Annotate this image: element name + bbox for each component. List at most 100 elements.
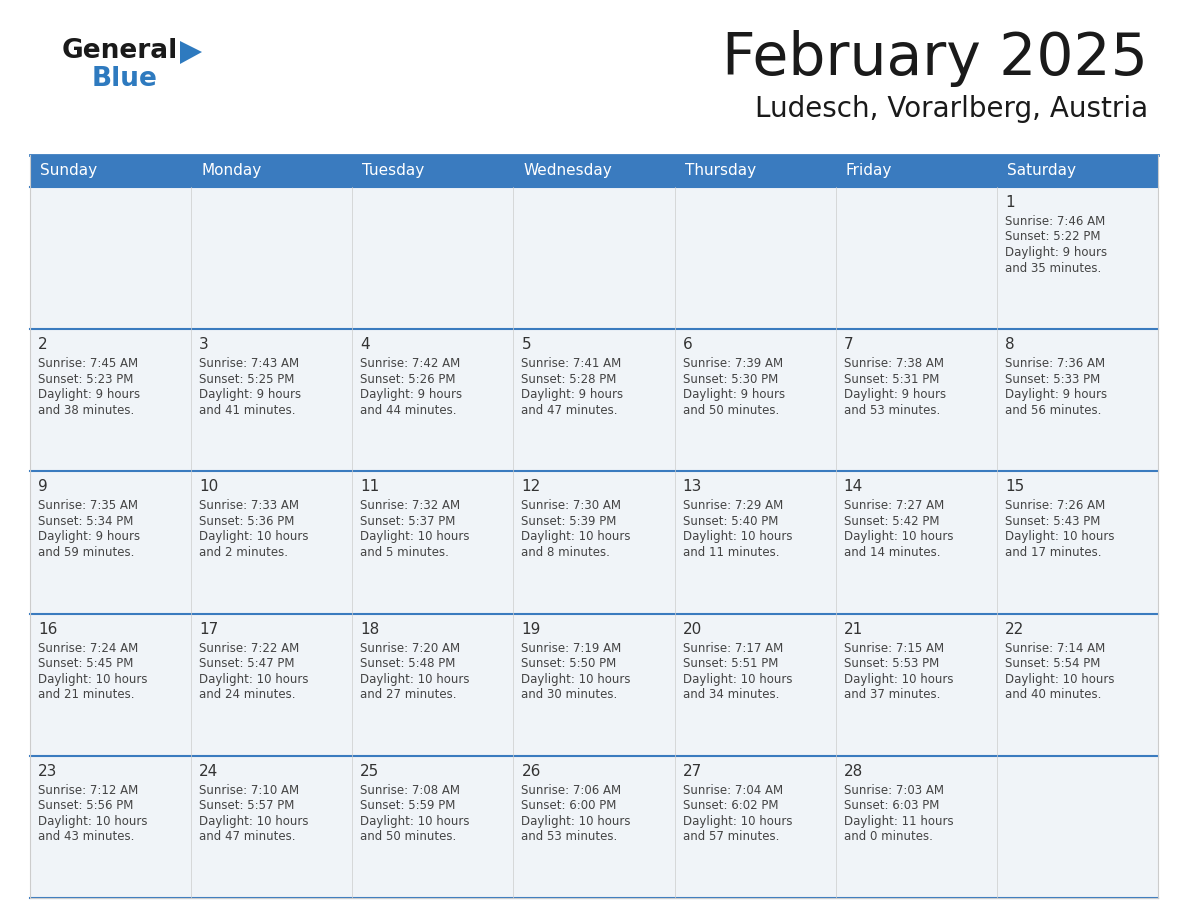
Bar [835, 613, 997, 756]
Bar [30, 155, 191, 187]
Text: Sunset: 5:28 PM: Sunset: 5:28 PM [522, 373, 617, 386]
Text: Blue: Blue [91, 66, 158, 92]
Text: 11: 11 [360, 479, 379, 495]
Text: Daylight: 9 hours: Daylight: 9 hours [1005, 388, 1107, 401]
Text: Sunset: 5:23 PM: Sunset: 5:23 PM [38, 373, 133, 386]
Text: Sunset: 5:31 PM: Sunset: 5:31 PM [843, 373, 939, 386]
Text: Daylight: 9 hours: Daylight: 9 hours [360, 388, 462, 401]
Text: Daylight: 9 hours: Daylight: 9 hours [200, 388, 302, 401]
Text: Thursday: Thursday [684, 163, 756, 178]
Text: 25: 25 [360, 764, 379, 778]
Bar [30, 330, 191, 472]
Text: Sunrise: 7:03 AM: Sunrise: 7:03 AM [843, 784, 943, 797]
Text: Friday: Friday [846, 163, 892, 178]
Bar [353, 756, 513, 898]
Text: and 17 minutes.: and 17 minutes. [1005, 546, 1101, 559]
Text: Sunset: 6:00 PM: Sunset: 6:00 PM [522, 800, 617, 812]
Text: Sunset: 5:43 PM: Sunset: 5:43 PM [1005, 515, 1100, 528]
Text: and 53 minutes.: and 53 minutes. [843, 404, 940, 417]
Text: Daylight: 10 hours: Daylight: 10 hours [683, 815, 792, 828]
Bar [675, 155, 835, 187]
Bar [353, 330, 513, 472]
Text: Sunrise: 7:17 AM: Sunrise: 7:17 AM [683, 642, 783, 655]
Text: Wednesday: Wednesday [524, 163, 612, 178]
Text: 17: 17 [200, 621, 219, 636]
Text: Ludesch, Vorarlberg, Austria: Ludesch, Vorarlberg, Austria [754, 95, 1148, 123]
Text: Sunday: Sunday [40, 163, 97, 178]
Text: 28: 28 [843, 764, 862, 778]
Text: Sunrise: 7:32 AM: Sunrise: 7:32 AM [360, 499, 461, 512]
Text: Daylight: 10 hours: Daylight: 10 hours [200, 531, 309, 543]
Bar [191, 330, 353, 472]
Text: and 2 minutes.: and 2 minutes. [200, 546, 289, 559]
Text: Sunrise: 7:06 AM: Sunrise: 7:06 AM [522, 784, 621, 797]
Text: Daylight: 9 hours: Daylight: 9 hours [522, 388, 624, 401]
Text: Sunrise: 7:10 AM: Sunrise: 7:10 AM [200, 784, 299, 797]
Text: Sunrise: 7:41 AM: Sunrise: 7:41 AM [522, 357, 621, 370]
Bar [835, 330, 997, 472]
Text: Sunset: 5:56 PM: Sunset: 5:56 PM [38, 800, 133, 812]
Bar [191, 756, 353, 898]
Text: February 2025: February 2025 [722, 30, 1148, 87]
Text: Daylight: 10 hours: Daylight: 10 hours [683, 673, 792, 686]
Text: Sunrise: 7:20 AM: Sunrise: 7:20 AM [360, 642, 461, 655]
Text: 2: 2 [38, 337, 48, 353]
Text: Sunset: 5:25 PM: Sunset: 5:25 PM [200, 373, 295, 386]
Text: and 50 minutes.: and 50 minutes. [683, 404, 779, 417]
Text: Daylight: 10 hours: Daylight: 10 hours [522, 815, 631, 828]
Text: and 47 minutes.: and 47 minutes. [522, 404, 618, 417]
Text: Daylight: 11 hours: Daylight: 11 hours [843, 815, 953, 828]
Bar [513, 155, 675, 187]
Text: Daylight: 10 hours: Daylight: 10 hours [522, 531, 631, 543]
Text: Sunrise: 7:08 AM: Sunrise: 7:08 AM [360, 784, 460, 797]
Text: Sunset: 6:02 PM: Sunset: 6:02 PM [683, 800, 778, 812]
Bar [675, 756, 835, 898]
Text: Sunrise: 7:15 AM: Sunrise: 7:15 AM [843, 642, 943, 655]
Text: 8: 8 [1005, 337, 1015, 353]
Text: Sunset: 5:48 PM: Sunset: 5:48 PM [360, 657, 456, 670]
Bar [30, 613, 191, 756]
Text: 12: 12 [522, 479, 541, 495]
Text: Sunrise: 7:46 AM: Sunrise: 7:46 AM [1005, 215, 1105, 228]
Text: Sunset: 5:51 PM: Sunset: 5:51 PM [683, 657, 778, 670]
Text: 21: 21 [843, 621, 862, 636]
Bar [30, 187, 191, 330]
Bar [675, 472, 835, 613]
Text: 9: 9 [38, 479, 48, 495]
Bar [191, 613, 353, 756]
Text: Sunrise: 7:19 AM: Sunrise: 7:19 AM [522, 642, 621, 655]
Text: Daylight: 10 hours: Daylight: 10 hours [683, 531, 792, 543]
Text: Sunrise: 7:24 AM: Sunrise: 7:24 AM [38, 642, 138, 655]
Text: and 41 minutes.: and 41 minutes. [200, 404, 296, 417]
Text: 22: 22 [1005, 621, 1024, 636]
Text: Sunset: 5:22 PM: Sunset: 5:22 PM [1005, 230, 1100, 243]
Text: Daylight: 10 hours: Daylight: 10 hours [360, 815, 469, 828]
Text: and 8 minutes.: and 8 minutes. [522, 546, 611, 559]
Text: 1: 1 [1005, 195, 1015, 210]
Text: Sunset: 5:45 PM: Sunset: 5:45 PM [38, 657, 133, 670]
Text: Sunrise: 7:22 AM: Sunrise: 7:22 AM [200, 642, 299, 655]
Text: and 5 minutes.: and 5 minutes. [360, 546, 449, 559]
Text: Sunset: 5:54 PM: Sunset: 5:54 PM [1005, 657, 1100, 670]
Text: and 38 minutes.: and 38 minutes. [38, 404, 134, 417]
Text: General: General [62, 38, 178, 64]
Text: and 21 minutes.: and 21 minutes. [38, 688, 134, 701]
Bar [997, 330, 1158, 472]
Bar [353, 472, 513, 613]
Text: Daylight: 10 hours: Daylight: 10 hours [200, 815, 309, 828]
Text: Sunset: 5:53 PM: Sunset: 5:53 PM [843, 657, 939, 670]
Text: 5: 5 [522, 337, 531, 353]
Text: and 56 minutes.: and 56 minutes. [1005, 404, 1101, 417]
Text: Sunrise: 7:14 AM: Sunrise: 7:14 AM [1005, 642, 1105, 655]
Text: Daylight: 9 hours: Daylight: 9 hours [38, 531, 140, 543]
Text: Sunrise: 7:35 AM: Sunrise: 7:35 AM [38, 499, 138, 512]
Text: 13: 13 [683, 479, 702, 495]
Text: 23: 23 [38, 764, 57, 778]
Bar [353, 155, 513, 187]
Text: Daylight: 10 hours: Daylight: 10 hours [1005, 531, 1114, 543]
Text: Sunrise: 7:33 AM: Sunrise: 7:33 AM [200, 499, 299, 512]
Text: Sunset: 5:57 PM: Sunset: 5:57 PM [200, 800, 295, 812]
Text: Daylight: 10 hours: Daylight: 10 hours [38, 673, 147, 686]
Bar [30, 756, 191, 898]
Text: Sunrise: 7:26 AM: Sunrise: 7:26 AM [1005, 499, 1105, 512]
